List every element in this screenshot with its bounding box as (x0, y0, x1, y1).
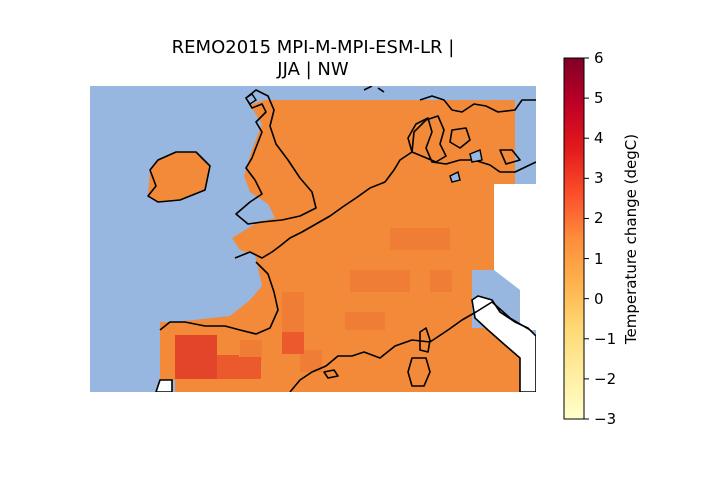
colorbar-tick-label: 5 (594, 89, 604, 108)
ireland-field (148, 152, 210, 202)
outside-domain-iberia (155, 379, 173, 392)
colorbar-tick-label: 4 (594, 129, 604, 148)
colorbar-tick-label: 1 (594, 249, 604, 268)
colorbar-tick-label: −1 (594, 329, 617, 348)
warm-cells (240, 228, 452, 372)
outside-domain-italy (471, 295, 536, 392)
outside-domain-east (494, 184, 536, 330)
colorbar-tick-label: 0 (594, 289, 604, 308)
map-panel (90, 86, 536, 392)
coastlines (147, 86, 536, 392)
colorbar (563, 57, 585, 420)
map-title-line-1: REMO2015 MPI-M-MPI-ESM-LR | (171, 37, 455, 58)
islands (245, 93, 483, 183)
hot-cells (175, 332, 304, 379)
colorbar-tick-label: −2 (594, 369, 617, 388)
colorbar-tick-label: 2 (594, 209, 604, 228)
colorbar-tick-label: 6 (594, 49, 604, 67)
map-title-line-2: JJA | NW (277, 59, 349, 80)
colorbar-label: Temperature change (degC) (622, 133, 640, 345)
colorbar-tick-label: 3 (594, 169, 604, 188)
colorbar-ticks (584, 57, 589, 420)
colorbar-tick-label: −3 (594, 410, 617, 428)
